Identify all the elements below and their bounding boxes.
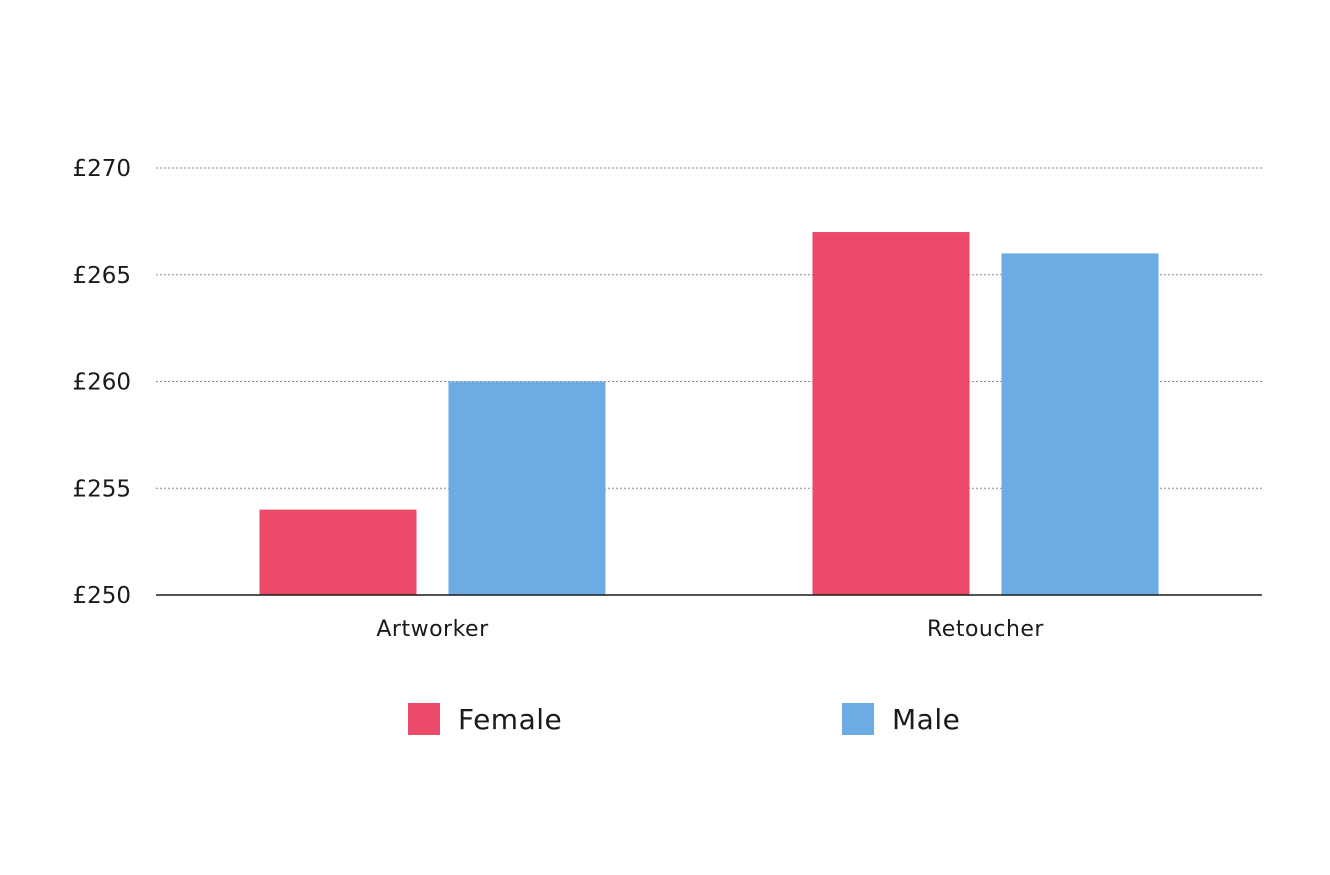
y-tick-label-260: £260 [72, 370, 131, 396]
bars [259, 232, 1159, 596]
legend-swatch-female [408, 703, 440, 735]
bar-retoucher-male [1001, 253, 1159, 595]
y-tick-label-270: £270 [72, 156, 131, 182]
y-tick-label-250: £250 [72, 583, 131, 609]
bar-retoucher-female [812, 232, 970, 596]
bar-artworker-male [448, 381, 606, 595]
legend-item-male: Male [842, 702, 960, 736]
legend-label-male: Male [892, 702, 961, 736]
y-tick-label-265: £265 [72, 263, 131, 289]
bar-artworker-female [259, 509, 417, 595]
legend-item-female: Female [408, 702, 562, 736]
legend-swatch-male [842, 703, 874, 735]
legend: Female Male [0, 702, 1330, 742]
y-tick-label-255: £255 [72, 476, 131, 502]
legend-label-female: Female [458, 702, 563, 736]
y-axis-ticks: £250 £255 £260 £265 £270 [72, 156, 131, 609]
x-category-label-artworker: Artworker [376, 617, 489, 642]
x-category-label-retoucher: Retoucher [927, 617, 1044, 642]
x-axis-categories: Artworker Retoucher [376, 617, 1044, 642]
